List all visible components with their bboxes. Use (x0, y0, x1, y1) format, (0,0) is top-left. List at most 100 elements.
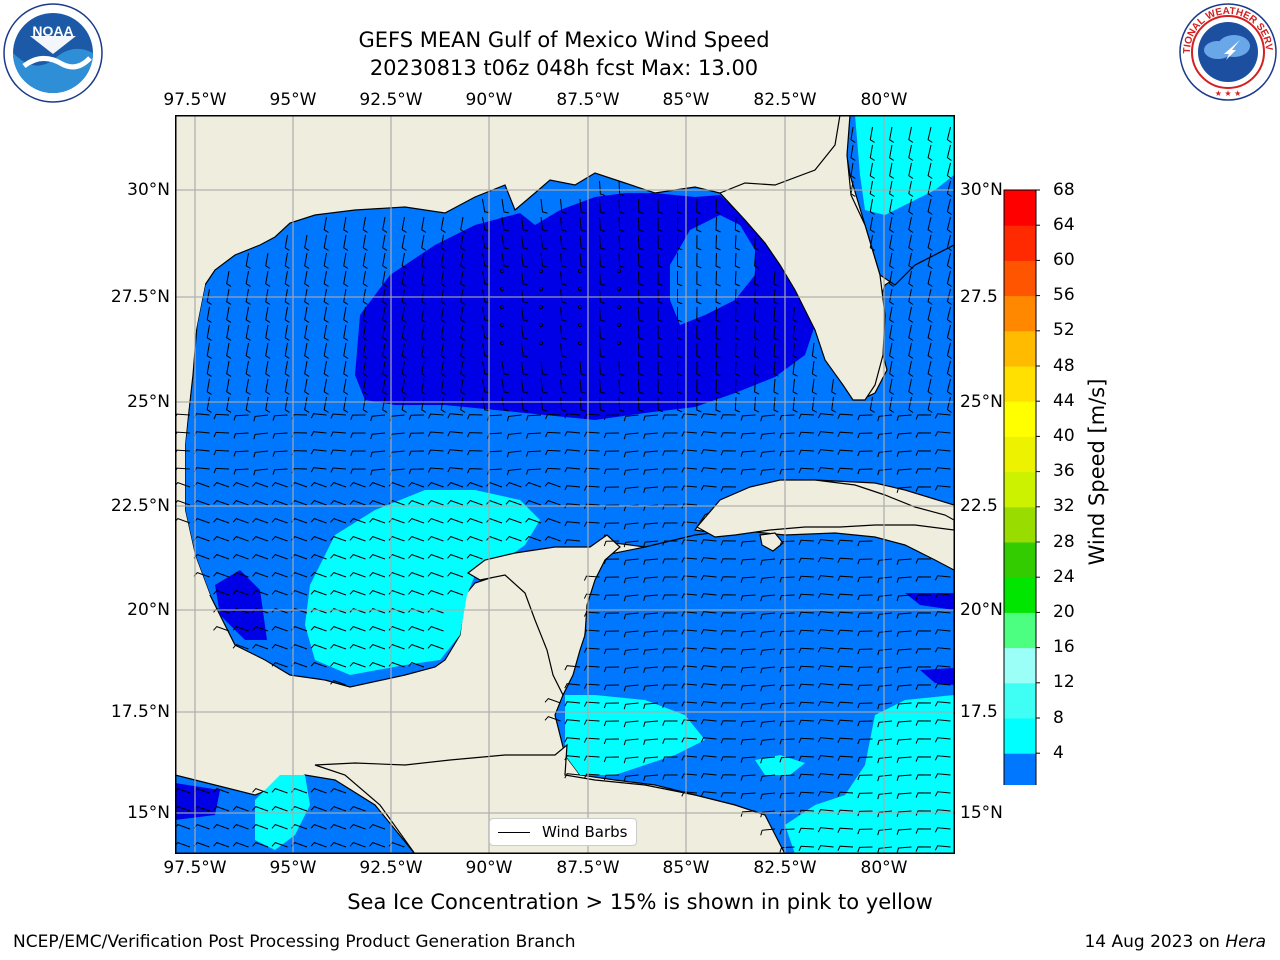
wind-barb-calm (499, 286, 505, 292)
wind-barb (460, 378, 466, 395)
wind-barb (696, 288, 702, 305)
lon-tick-top: 95°W (269, 90, 317, 110)
wind-barb (657, 198, 664, 215)
wind-barb (206, 324, 212, 341)
wind-barb (877, 756, 893, 764)
wind-barb (798, 449, 815, 456)
wind-barb (370, 414, 386, 422)
wind-barb (927, 252, 933, 269)
wind-barb (401, 396, 407, 413)
wind-barb (583, 449, 600, 455)
wind-barb (700, 647, 717, 653)
wind-barb (440, 270, 446, 287)
wind-barb (421, 324, 427, 341)
lat-tick-right: 27.5 (960, 287, 998, 307)
wind-barb (232, 518, 249, 524)
wind-barb (837, 629, 854, 635)
wind-barb-calm (577, 286, 583, 292)
wind-barb (662, 612, 678, 618)
wind-barb (927, 360, 933, 377)
footer-date-text: 14 Aug 2023 on (1084, 932, 1226, 952)
wind-barb (681, 485, 698, 491)
wind-barb (599, 378, 606, 394)
wind-barb (213, 608, 230, 614)
wind-barb (754, 288, 760, 305)
wind-barb (623, 540, 639, 548)
wind-barb (915, 468, 932, 474)
lat-tick-left: 25°N (127, 392, 170, 412)
wind-barb (253, 414, 269, 422)
wind-barb (857, 576, 873, 583)
wind-barb (681, 701, 698, 707)
wind-barb (421, 234, 427, 251)
wind-barb (482, 198, 490, 214)
wind-barb (643, 432, 659, 440)
wind-barb (877, 468, 893, 476)
wind-barb (877, 630, 893, 638)
wind-barb (889, 324, 895, 341)
wind-barb (427, 608, 444, 614)
wind-barb (934, 593, 951, 599)
wind-barb (560, 396, 567, 412)
wind-barb (583, 773, 600, 779)
wind-barb (284, 360, 290, 377)
wind-barb (526, 414, 542, 421)
wind-barb (460, 306, 466, 323)
wind-barb (323, 252, 329, 269)
wind-barb (271, 554, 288, 560)
wind-barb (284, 234, 290, 251)
wind-barb (271, 518, 288, 524)
wind-barb (330, 824, 347, 830)
wind-barb (696, 342, 702, 359)
wind-barb (466, 536, 483, 542)
lon-tick-bottom: 80°W (860, 858, 908, 878)
wind-barb (232, 590, 249, 596)
wind-barb (850, 144, 856, 161)
wind-barb (460, 234, 466, 251)
wind-barb (440, 342, 446, 359)
wind-barb (226, 270, 232, 287)
wind-barb (583, 467, 600, 473)
wind-barb (927, 234, 933, 251)
wind-barb (323, 378, 329, 395)
wind-barb (213, 788, 230, 794)
wind-barb (779, 594, 795, 601)
wind-barb (734, 396, 741, 413)
wind-barb (560, 378, 567, 394)
wind-barb (362, 396, 368, 413)
wind-barb (927, 126, 933, 143)
wind-barb (934, 791, 951, 797)
wind-barb (720, 576, 737, 582)
wind-barb (252, 626, 269, 632)
lat-tick-right: 17.5 (960, 702, 998, 722)
wind-barb (779, 630, 795, 637)
wind-barb (460, 216, 466, 233)
wind-barb (330, 431, 347, 437)
wind-barb (521, 234, 529, 250)
wind-barb (579, 216, 587, 232)
wind-barb (792, 306, 798, 323)
wind-barb (427, 590, 444, 596)
wind-barb (623, 468, 639, 476)
wind-barb (740, 666, 756, 673)
wind-barb (869, 234, 875, 251)
wind-barb (304, 306, 310, 323)
wind-barb (896, 594, 912, 601)
wind-barb (460, 252, 466, 269)
wind-barb (408, 432, 425, 438)
wind-barb (857, 450, 873, 457)
wind-barb (213, 518, 230, 524)
wind-barb-calm (616, 268, 622, 274)
wind-barb (440, 252, 446, 269)
colorbar-segment (1004, 682, 1036, 719)
wind-barb (271, 662, 288, 668)
wind-barb (760, 810, 776, 818)
wind-barb (638, 216, 644, 233)
wind-barb (427, 626, 444, 632)
wind-barb (560, 360, 567, 376)
wind-barb (349, 536, 366, 542)
colorbar-segment (1004, 225, 1036, 261)
wind-barb (583, 629, 600, 635)
wind-barb (564, 665, 581, 671)
wind-barb (934, 755, 951, 761)
